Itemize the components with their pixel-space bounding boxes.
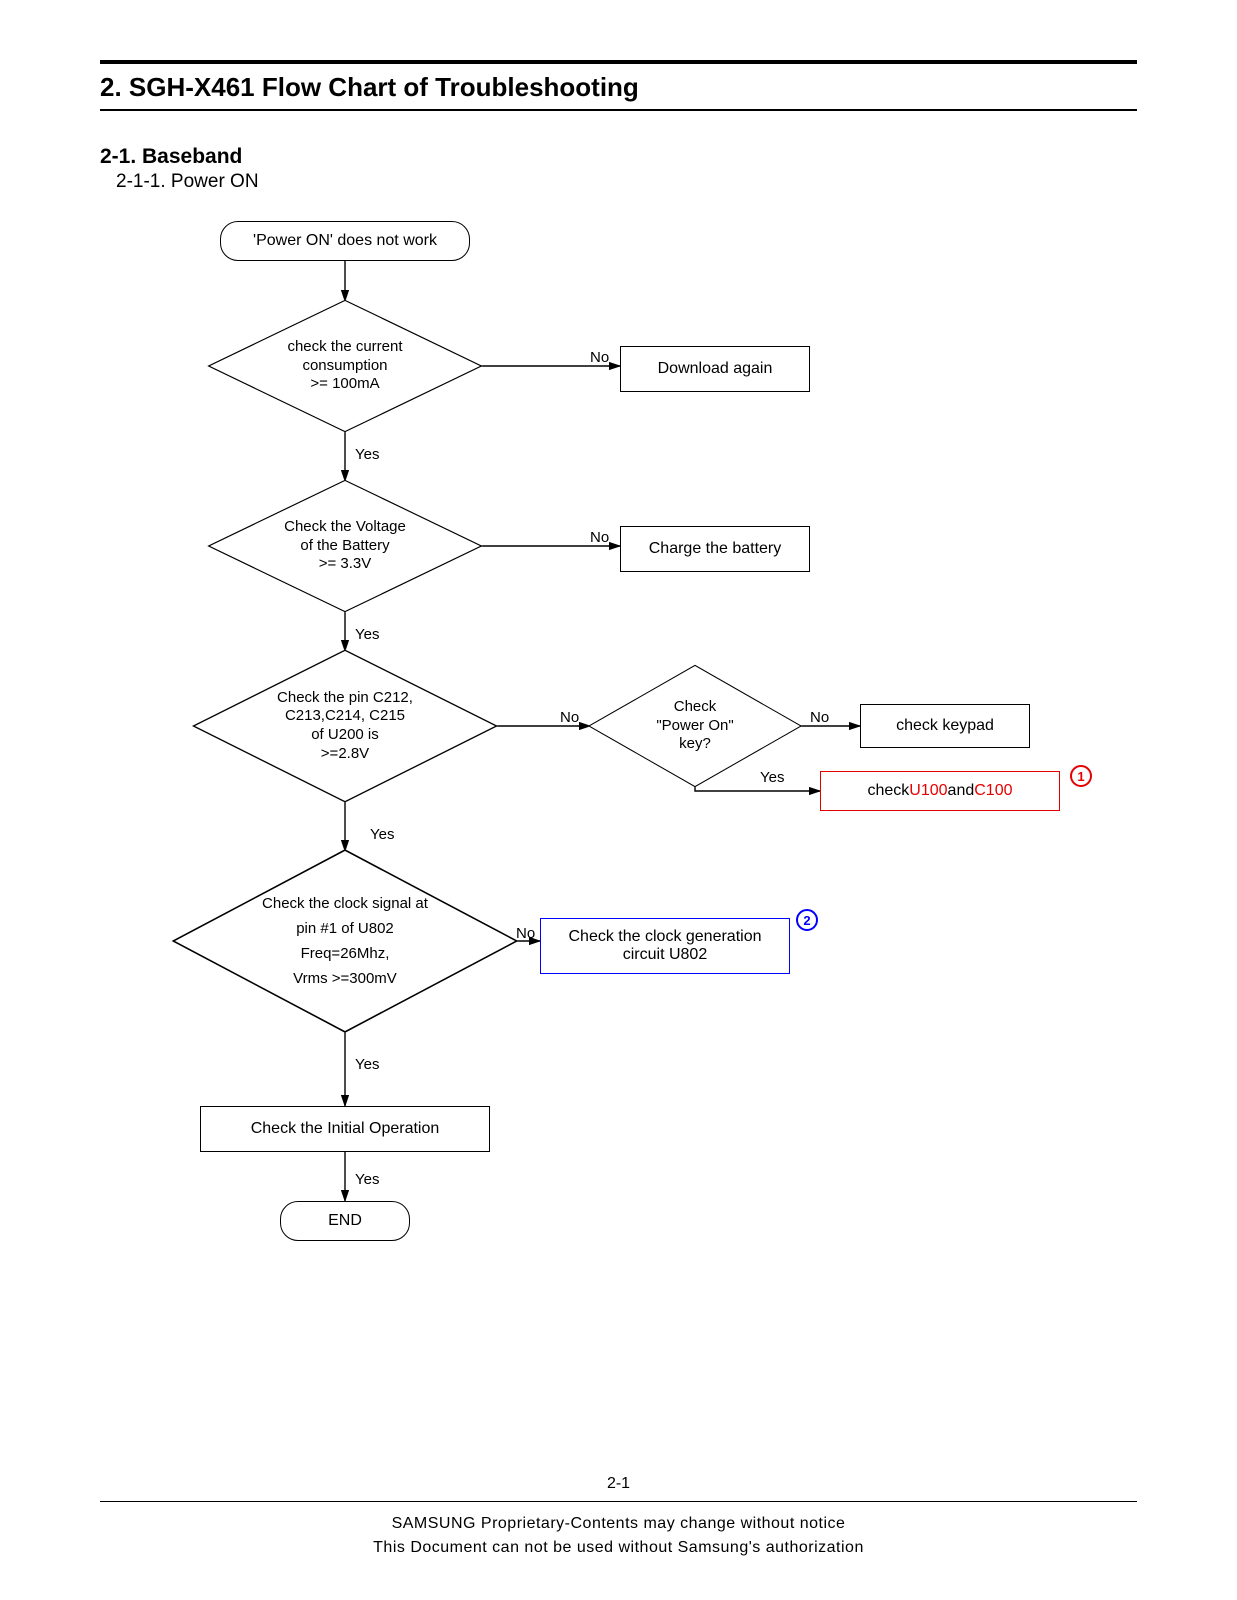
edge-label-9: No <box>516 925 535 942</box>
edge-label-7: No <box>810 709 829 726</box>
subsection-title: 2-1-1. Power ON <box>116 171 1137 193</box>
node-d2: Check the Voltageof the Battery>= 3.3V <box>210 481 480 611</box>
document-page: 2. SGH-X461 Flow Chart of Troubleshootin… <box>0 0 1237 1600</box>
node-p3b: check U100 and C100 <box>820 771 1060 811</box>
footer-text-1: SAMSUNG Proprietary-Contents may change … <box>100 1512 1137 1536</box>
edge-label-11: Yes <box>355 1171 379 1188</box>
node-p3: check keypad <box>860 704 1030 748</box>
edge-label-5: Yes <box>370 826 394 843</box>
edge-label-6: No <box>560 709 579 726</box>
edge-label-1: Yes <box>355 446 379 463</box>
edge-label-10: Yes <box>355 1056 379 1073</box>
page-footer: 2-1 SAMSUNG Proprietary-Contents may cha… <box>100 1475 1137 1560</box>
section-title: 2-1. Baseband <box>100 145 1137 169</box>
node-p2: Charge the battery <box>620 526 810 572</box>
edge-label-4: No <box>590 529 609 546</box>
node-d4: Check the clock signal atpin #1 of U802F… <box>175 851 515 1031</box>
badge-1: 1 <box>1070 765 1092 787</box>
edge-label-2: No <box>590 349 609 366</box>
node-d1: check the currentconsumption>= 100mA <box>210 301 480 431</box>
node-p5: Check the Initial Operation <box>200 1106 490 1152</box>
edge-label-8: Yes <box>760 769 784 786</box>
page-number: 2-1 <box>100 1475 1137 1493</box>
footer-rule <box>100 1501 1137 1502</box>
node-p1: Download again <box>620 346 810 392</box>
edge-label-3: Yes <box>355 626 379 643</box>
node-end: END <box>280 1201 410 1241</box>
footer-text-2: This Document can not be used without Sa… <box>100 1536 1137 1560</box>
flowchart: 'Power ON' does not work check the curren… <box>140 211 1140 1271</box>
chapter-title: 2. SGH-X461 Flow Chart of Troubleshootin… <box>100 72 1137 103</box>
badge-2: 2 <box>796 909 818 931</box>
node-d3b: Check"Power On"key? <box>590 666 800 786</box>
node-p4: Check the clock generationcircuit U802 <box>540 918 790 974</box>
top-rule-thin <box>100 109 1137 111</box>
edge-8 <box>695 786 820 791</box>
node-d3: Check the pin C212,C213,C214, C215of U20… <box>195 651 495 801</box>
node-start: 'Power ON' does not work <box>220 221 470 261</box>
top-rule-thick <box>100 60 1137 64</box>
